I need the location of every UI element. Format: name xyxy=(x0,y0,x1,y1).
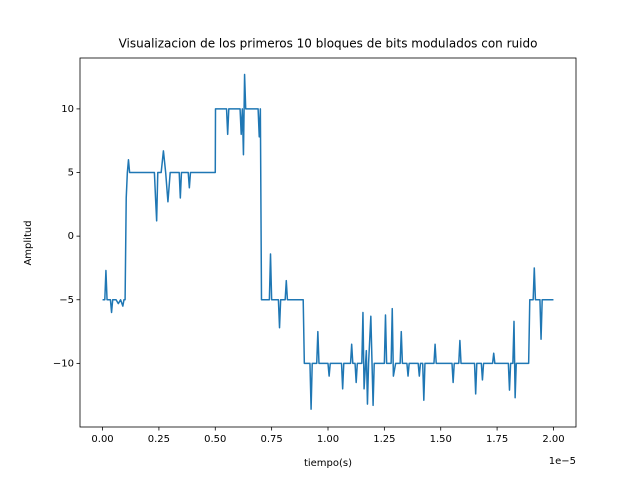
data-line xyxy=(102,73,554,410)
x-tick-label: 0.50 xyxy=(204,434,226,445)
y-tick-label: −5 xyxy=(59,295,74,306)
x-tick-label: 1.75 xyxy=(486,434,508,445)
x-axis-label: tiempo(s) xyxy=(304,458,352,469)
x-tick-label: 1.50 xyxy=(430,434,452,445)
axes-frame xyxy=(79,57,577,428)
x-tick-label: 1.00 xyxy=(317,434,339,445)
y-axis-label: Amplitud xyxy=(23,220,34,265)
y-tick-label: 5 xyxy=(68,168,74,179)
x-tick-label: 0.75 xyxy=(261,434,283,445)
chart-title: Visualizacion de los primeros 10 bloques… xyxy=(119,37,538,51)
y-tick-label: 0 xyxy=(68,231,74,242)
x-tick-label: 0.25 xyxy=(148,434,170,445)
x-tick-label: 0.00 xyxy=(91,434,113,445)
x-tick-label: 1.25 xyxy=(373,434,395,445)
x-tick-label: 2.00 xyxy=(542,434,564,445)
x-offset-label: 1e−5 xyxy=(549,456,576,467)
y-tick-label: 10 xyxy=(61,104,74,115)
y-tick-label: −10 xyxy=(53,358,74,369)
